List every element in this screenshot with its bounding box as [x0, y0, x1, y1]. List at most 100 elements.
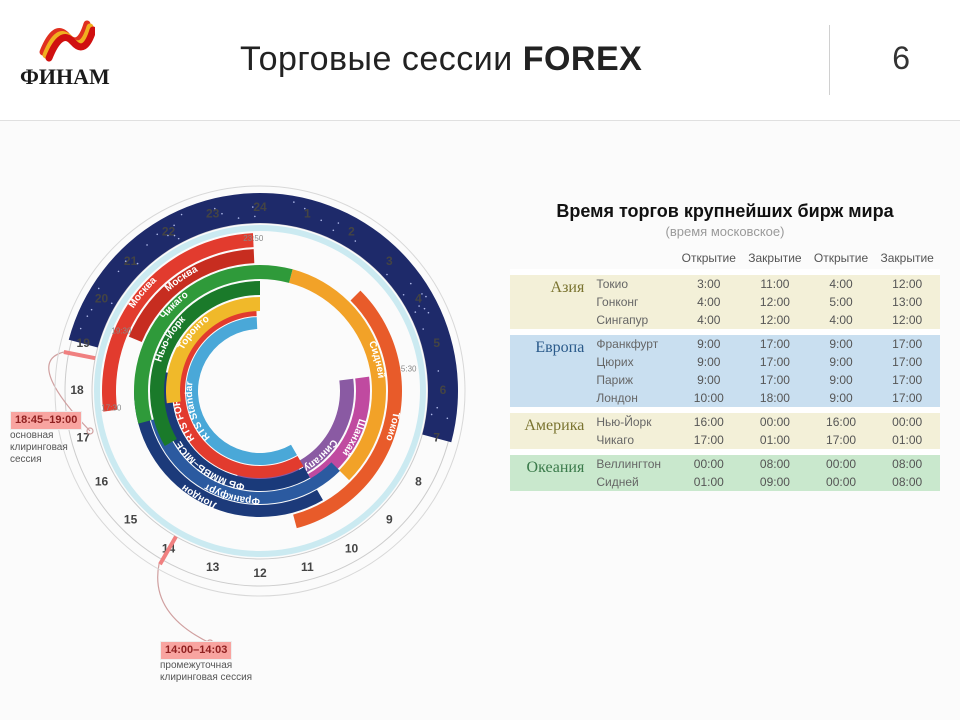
clock-svg: 123456789101112131415161718192021222324Т…	[10, 131, 500, 671]
title-prefix: Торговые сессии	[240, 40, 523, 78]
hour-label: 16	[95, 475, 109, 489]
tiny-mark: 5:30	[401, 364, 417, 373]
table-col-header: Закрытие	[742, 247, 808, 272]
hour-label: 5	[433, 336, 440, 350]
city-name: Веллингтон	[592, 452, 675, 473]
region-name: Америка	[510, 410, 592, 452]
city-name: Токио	[592, 272, 675, 293]
page-number: 6	[892, 40, 910, 77]
hour-label: 24	[253, 200, 267, 214]
table-cell: 00:00	[675, 452, 742, 473]
exchange-table-wrap: Время торгов крупнейших бирж мира (время…	[510, 201, 940, 491]
hour-label: 10	[345, 542, 359, 556]
city-name: Сингапур	[592, 311, 675, 332]
table-cell: 18:00	[742, 389, 808, 410]
table-cell: 16:00	[808, 410, 875, 431]
tiny-mark: 17:30	[101, 404, 122, 413]
hour-label: 20	[95, 292, 109, 306]
table-row: АзияТокио3:0011:004:0012:00	[510, 272, 940, 293]
hour-label: 13	[206, 560, 220, 574]
callout-main-text: основная клиринговая сессия	[10, 430, 68, 465]
table-cell: 9:00	[675, 332, 742, 353]
table-cell: 08:00	[874, 473, 940, 491]
body: 123456789101112131415161718192021222324Т…	[0, 121, 960, 720]
table-cell: 4:00	[675, 311, 742, 332]
hour-label: 4	[415, 292, 422, 306]
table-cell: 9:00	[675, 371, 742, 389]
table-col-header: Открытие	[808, 247, 875, 272]
city-name: Цюрих	[592, 353, 675, 371]
table-cell: 17:00	[675, 431, 742, 452]
table-cell: 00:00	[874, 410, 940, 431]
table-row: ОкеанияВеллингтон00:0008:0000:0008:00	[510, 452, 940, 473]
hour-label: 22	[162, 225, 176, 239]
table-cell: 17:00	[874, 353, 940, 371]
hour-label: 7	[433, 431, 440, 445]
logo-text: ФИНАМ	[20, 64, 110, 90]
table-cell: 10:00	[675, 389, 742, 410]
table-cell: 16:00	[675, 410, 742, 431]
table-cell: 09:00	[742, 473, 808, 491]
table-cell: 12:00	[874, 311, 940, 332]
tiny-mark: 19:30	[111, 327, 132, 336]
table-cell: 00:00	[742, 410, 808, 431]
table-col-header: Открытие	[675, 247, 742, 272]
table-cell: 17:00	[742, 353, 808, 371]
table-subtitle: (время московское)	[510, 224, 940, 239]
exchange-table: ОткрытиеЗакрытиеОткрытиеЗакрытие АзияТок…	[510, 247, 940, 491]
table-cell: 11:00	[742, 272, 808, 293]
brand-logo: ФИНАМ	[20, 12, 110, 90]
region-name: Океания	[510, 452, 592, 491]
table-cell: 9:00	[808, 389, 875, 410]
hour-label: 15	[124, 513, 138, 527]
tiny-mark: 23:50	[243, 234, 264, 243]
table-cell: 17:00	[874, 389, 940, 410]
table-cell: 13:00	[874, 293, 940, 311]
region-name: Азия	[510, 272, 592, 332]
table-cell: 17:00	[874, 332, 940, 353]
region-name: Европа	[510, 332, 592, 410]
hour-label: 18	[70, 383, 84, 397]
header: ФИНАМ Торговые сессии FOREX 6	[0, 0, 960, 121]
table-cell: 5:00	[808, 293, 875, 311]
table-cell: 4:00	[808, 272, 875, 293]
table-header-row: ОткрытиеЗакрытиеОткрытиеЗакрытие	[510, 247, 940, 272]
table-cell: 12:00	[742, 311, 808, 332]
city-name: Лондон	[592, 389, 675, 410]
callout-interim-clearing: 14:00–14:03 промежуточная клиринговая се…	[160, 641, 270, 684]
table-cell: 9:00	[808, 332, 875, 353]
callout-main-clearing: 18:45–19:00 основная клиринговая сессия	[10, 411, 100, 466]
table-col-header: Закрытие	[874, 247, 940, 272]
table-cell: 17:00	[874, 371, 940, 389]
header-divider	[829, 25, 830, 95]
table-cell: 08:00	[742, 452, 808, 473]
table-cell: 4:00	[808, 311, 875, 332]
hour-label: 8	[415, 475, 422, 489]
table-cell: 17:00	[742, 371, 808, 389]
table-cell: 12:00	[742, 293, 808, 311]
table-cell: 4:00	[675, 293, 742, 311]
hour-label: 19	[77, 336, 91, 350]
table-title: Время торгов крупнейших бирж мира	[510, 201, 940, 222]
logo-icon	[35, 12, 95, 62]
table-cell: 00:00	[808, 452, 875, 473]
table-cell: 17:00	[808, 431, 875, 452]
city-name: Франкфурт	[592, 332, 675, 353]
table-cell: 01:00	[874, 431, 940, 452]
table-cell: 9:00	[808, 371, 875, 389]
hour-label: 9	[386, 513, 393, 527]
title-bold: FOREX	[523, 40, 643, 78]
table-cell: 17:00	[742, 332, 808, 353]
table-cell: 00:00	[808, 473, 875, 491]
city-name: Париж	[592, 371, 675, 389]
callout-interim-time: 14:00–14:03	[160, 641, 232, 660]
hour-label: 3	[386, 254, 393, 268]
city-name: Сидней	[592, 473, 675, 491]
hour-label: 11	[301, 560, 314, 574]
city-name: Чикаго	[592, 431, 675, 452]
table-cell: 9:00	[808, 353, 875, 371]
callout-connector	[158, 564, 210, 643]
table-row: АмерикаНью-Йорк16:0000:0016:0000:00	[510, 410, 940, 431]
clock-chart: 123456789101112131415161718192021222324Т…	[10, 131, 500, 691]
hour-label: 2	[348, 225, 355, 239]
